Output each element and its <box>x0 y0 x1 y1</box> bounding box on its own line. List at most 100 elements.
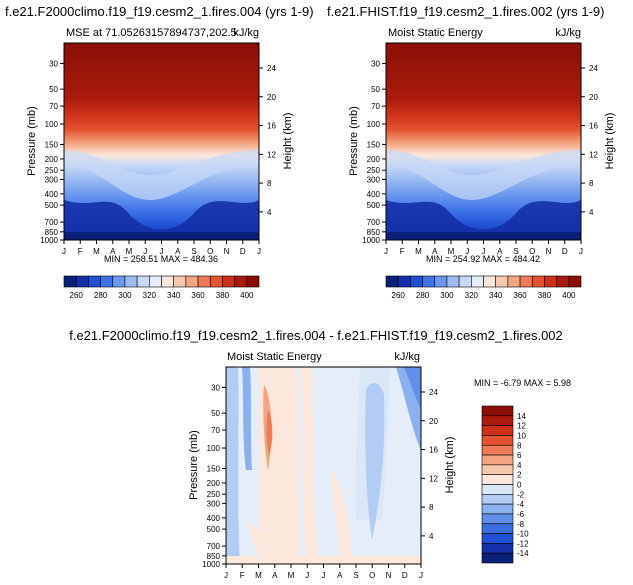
colorbar-label: 320 <box>143 291 157 300</box>
month-tick-label: A <box>337 571 343 580</box>
pressure-tick-label: 1000 <box>40 236 58 245</box>
panel-2-subtitle: Moist Static Energy <box>388 27 483 39</box>
pressure-tick-label: 400 <box>45 190 59 199</box>
month-tick-label: J <box>384 247 388 256</box>
panel-1-title: f.e21.F2000climo.f19_f19.cesm2_1.fires.0… <box>5 4 314 19</box>
pressure-tick-label: 400 <box>367 190 381 199</box>
colorbar-label: 10 <box>517 431 526 440</box>
colorbar-label: 360 <box>513 291 527 300</box>
height-tick-label: 16 <box>589 122 598 131</box>
pressure-tick-label: 1000 <box>362 236 380 245</box>
month-tick-label: J <box>465 247 469 256</box>
panel-1-ylabel-right: Height (km) <box>282 113 294 170</box>
pressure-tick-label: 30 <box>211 383 220 392</box>
height-tick-label: 20 <box>267 93 276 102</box>
colorbar-swatch <box>63 275 77 288</box>
colorbar-swatch <box>458 275 472 288</box>
month-tick-label: J <box>419 571 423 580</box>
pressure-tick-label: 500 <box>207 525 221 534</box>
pressure-tick-label: 200 <box>207 479 221 488</box>
month-tick-label: S <box>513 247 518 256</box>
month-tick-label: A <box>110 247 116 256</box>
pressure-tick-label: 30 <box>49 59 58 68</box>
pressure-tick-label: 400 <box>207 514 221 523</box>
height-tick-label: 12 <box>589 150 598 159</box>
colorbar-label: -14 <box>517 549 529 558</box>
month-tick-label: M <box>126 247 133 256</box>
panel-3-ylabel: Pressure (mb) <box>188 430 200 500</box>
colorbar-swatch <box>568 275 582 288</box>
pressure-tick-label: 200 <box>45 155 59 164</box>
colorbar-label: -10 <box>517 530 529 539</box>
month-tick-label: M <box>448 247 455 256</box>
height-tick-label: 8 <box>589 179 594 188</box>
colorbar-swatch <box>88 275 101 288</box>
month-tick-label: M <box>93 247 100 256</box>
colorbar-swatch <box>100 275 114 288</box>
pressure-tick-label: 250 <box>207 490 221 499</box>
panel-3: f.e21.F2000climo.f19_f19.cesm2_1.fires.0… <box>69 328 571 580</box>
colorbar-label: 300 <box>118 291 132 300</box>
pressure-tick-label: 70 <box>49 102 58 111</box>
colorbar-swatch <box>112 275 126 288</box>
month-tick-label: N <box>546 247 552 256</box>
colorbar-swatch <box>161 275 174 288</box>
colorbar-swatch <box>481 543 514 554</box>
colorbar-label: -6 <box>517 510 525 519</box>
colorbar-swatch <box>185 275 199 288</box>
month-tick-label: D <box>402 571 408 580</box>
height-tick-label: 24 <box>267 64 276 73</box>
panel-2-title: f.e21.FHIST.f19_f19.cesm2_1.fires.002 (y… <box>327 4 604 19</box>
height-tick-label: 20 <box>429 417 438 426</box>
colorbar-label: -2 <box>517 490 525 499</box>
month-tick-label: J <box>322 571 326 580</box>
height-tick-label: 24 <box>589 64 598 73</box>
pressure-tick-label: 700 <box>45 218 59 227</box>
height-tick-label: 20 <box>589 93 598 102</box>
month-tick-label: F <box>78 247 83 256</box>
colorbar-swatch <box>124 275 138 288</box>
pressure-tick-label: 100 <box>367 120 381 129</box>
month-tick-label: D <box>240 247 246 256</box>
height-tick-label: 12 <box>429 474 438 483</box>
panel-2-field <box>386 43 581 240</box>
pressure-tick-label: 150 <box>367 140 381 149</box>
month-tick-label: O <box>529 247 535 256</box>
colorbar-swatch <box>481 533 514 544</box>
panel-2-stats: MIN = 254.92 MAX = 484.42 <box>426 254 540 264</box>
colorbar-label: 340 <box>167 291 181 300</box>
colorbar-swatch <box>471 275 484 288</box>
panel-1-field <box>64 43 259 240</box>
colorbar-swatch <box>136 275 150 288</box>
month-tick-label: J <box>482 247 486 256</box>
month-tick-label: J <box>62 247 66 256</box>
height-tick-label: 4 <box>589 208 594 217</box>
colorbar-label: -12 <box>517 539 529 548</box>
colorbar-swatch <box>481 484 514 495</box>
panel-2-ylabel-right: Height (km) <box>604 113 616 170</box>
panel-1-ylabel: Pressure (mb) <box>26 106 38 176</box>
month-tick-label: A <box>175 247 181 256</box>
colorbar-swatch <box>481 444 514 456</box>
colorbar-swatch <box>481 513 514 525</box>
colorbar-swatch <box>246 275 260 288</box>
panel-1-units: kJ/kg <box>233 27 259 39</box>
colorbar-swatch <box>422 275 436 288</box>
height-tick-label: 4 <box>429 532 434 541</box>
colorbar-label: 2 <box>517 471 522 480</box>
panel-2: f.e21.FHIST.f19_f19.cesm2_1.fires.002 (y… <box>327 4 616 264</box>
month-tick-label: D <box>562 247 568 256</box>
pressure-tick-label: 50 <box>49 85 58 94</box>
height-tick-label: 16 <box>267 122 276 131</box>
colorbar-label: -8 <box>517 520 525 529</box>
month-tick-label: A <box>432 247 438 256</box>
panel-3-units: kJ/kg <box>394 351 420 363</box>
colorbar-label: 0 <box>517 481 522 490</box>
pressure-tick-label: 700 <box>367 218 381 227</box>
